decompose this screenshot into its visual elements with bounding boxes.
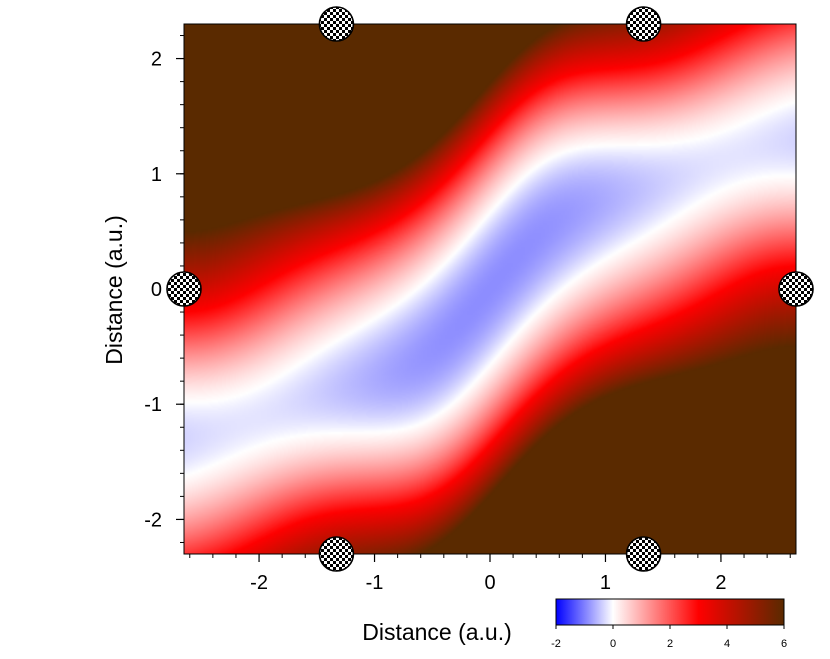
atom-marker bbox=[318, 6, 355, 42]
y-tick-label: 1 bbox=[151, 164, 162, 186]
atom-marker bbox=[778, 271, 814, 307]
colorbar-tick-label: 6 bbox=[781, 638, 787, 650]
colorbar-tick-label: 2 bbox=[667, 638, 673, 650]
y-axis: -2 -1 0 1 2 bbox=[144, 35, 184, 543]
y-axis-title: Distance (a.u.) bbox=[101, 215, 127, 365]
atom-marker bbox=[625, 536, 662, 572]
x-tick-label: -1 bbox=[366, 572, 384, 594]
atom-marker bbox=[166, 271, 202, 307]
x-tick-label: 0 bbox=[484, 572, 495, 594]
atom-marker bbox=[318, 536, 355, 572]
x-axis: -2 -1 0 1 2 bbox=[189, 554, 791, 594]
colorbar-tick-label: 4 bbox=[724, 638, 730, 650]
marker-group bbox=[166, 6, 814, 572]
y-tick-label: -1 bbox=[144, 394, 162, 416]
colorbar-ticks: -2 0 2 4 6 bbox=[551, 625, 787, 650]
y-tick-label: 2 bbox=[151, 49, 162, 71]
colorbar-bar bbox=[555, 598, 785, 626]
colorbar-tick-label: -2 bbox=[551, 638, 561, 650]
y-tick-label: -2 bbox=[144, 509, 162, 531]
x-axis-title: Distance (a.u.) bbox=[362, 619, 512, 645]
x-tick-label: 2 bbox=[715, 572, 726, 594]
atom-marker bbox=[625, 6, 662, 42]
y-tick-label: 0 bbox=[151, 279, 162, 301]
colorbar-tick-label: 0 bbox=[610, 638, 616, 650]
x-tick-label: -2 bbox=[250, 572, 268, 594]
heatmap-image bbox=[184, 24, 796, 554]
colorbar: -2 0 2 4 6 bbox=[551, 598, 787, 650]
x-tick-label: 1 bbox=[600, 572, 611, 594]
